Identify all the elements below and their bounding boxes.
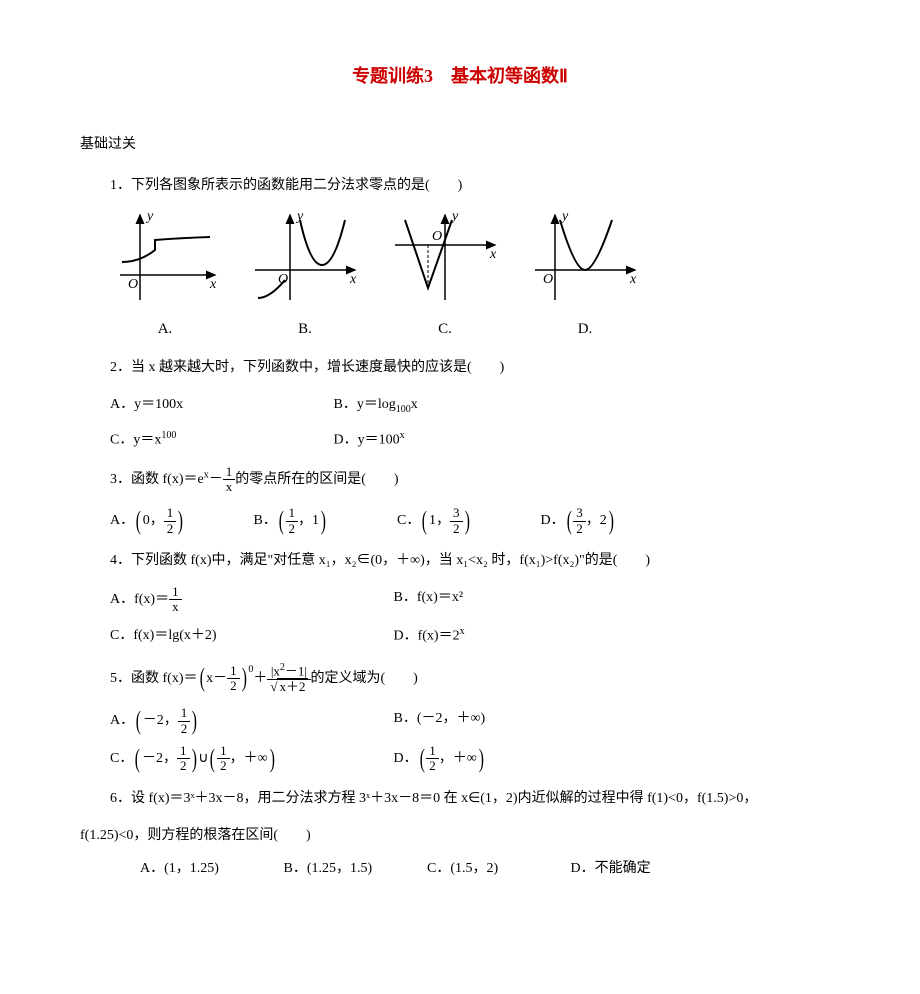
q2-opt-d: D．y＝100x bbox=[334, 427, 554, 453]
q5-opt-a: A．(－2，12) bbox=[110, 706, 390, 736]
q6-opt-a: A．(1，1.25) bbox=[140, 856, 280, 881]
q5-options-row2: C．(－2，12)∪(12，＋∞) D．(12，＋∞) bbox=[110, 744, 840, 774]
svg-text:x: x bbox=[209, 277, 217, 292]
q6-stem-2: f(1.25)<0，则方程的根落在区间( ) bbox=[80, 823, 840, 848]
q4-options-row1: A．f(x)＝1x B．f(x)＝x² bbox=[110, 585, 840, 615]
q4-options-row2: C．f(x)＝lg(x＋2) D．f(x)＝2x bbox=[110, 623, 840, 649]
graph-d-svg: x y O bbox=[530, 210, 640, 305]
q2-options-row1: A．y＝100x B．y＝log100x bbox=[110, 392, 840, 419]
graph-a-svg: x y O bbox=[110, 210, 220, 305]
q6-options: A．(1，1.25) B．(1.25，1.5) C．(1.5，2) D．不能确定 bbox=[140, 856, 840, 881]
graph-b-svg: x y O bbox=[250, 210, 360, 305]
svg-text:O: O bbox=[128, 277, 138, 292]
svg-text:y: y bbox=[145, 210, 154, 224]
graph-a-label: A. bbox=[110, 316, 220, 343]
q2-options-row2: C．y＝x100 D．y＝100x bbox=[110, 427, 840, 453]
q5-opt-d: D．(12，＋∞) bbox=[394, 744, 614, 774]
q5-opt-c: C．(－2，12)∪(12，＋∞) bbox=[110, 744, 390, 774]
section-header: 基础过关 bbox=[80, 132, 840, 157]
svg-text:x: x bbox=[629, 272, 637, 287]
svg-text:O: O bbox=[543, 272, 553, 287]
q1-stem: 1．下列各图象所表示的函数能用二分法求零点的是( ) bbox=[110, 173, 840, 198]
q4-opt-c: C．f(x)＝lg(x＋2) bbox=[110, 623, 390, 648]
graph-a: x y O A. bbox=[110, 210, 220, 343]
q4-opt-b: B．f(x)＝x² bbox=[394, 585, 614, 610]
graph-c: x y O C. bbox=[390, 210, 500, 343]
graph-d-label: D. bbox=[530, 316, 640, 343]
q2-opt-c: C．y＝x100 bbox=[110, 427, 330, 453]
q3-opt-d: D．(32，2) bbox=[541, 506, 681, 536]
q5-stem: 5．函数 f(x)＝(x－12)0＋|x2－1|√x＋2的定义域为( ) bbox=[110, 661, 840, 695]
q3-opt-b: B．(12，1) bbox=[254, 506, 394, 536]
q6-opt-c: C．(1.5，2) bbox=[427, 856, 567, 881]
q4-opt-d: D．f(x)＝2x bbox=[394, 623, 614, 649]
graph-b: x y O B. bbox=[250, 210, 360, 343]
page-title: 专题训练3 基本初等函数Ⅱ bbox=[80, 60, 840, 92]
q5-options-row1: A．(－2，12) B．(－2，＋∞) bbox=[110, 706, 840, 736]
q5-opt-b: B．(－2，＋∞) bbox=[394, 706, 614, 731]
q3-stem: 3．函数 f(x)＝ex－1x的零点所在的区间是( ) bbox=[110, 465, 840, 495]
q6-opt-b: B．(1.25，1.5) bbox=[284, 856, 424, 881]
svg-text:x: x bbox=[489, 247, 497, 262]
q2-stem: 2．当 x 越来越大时，下列函数中，增长速度最快的应该是( ) bbox=[110, 355, 840, 380]
q1-graphs: x y O A. x y O B. x y O C. bbox=[110, 210, 840, 343]
graph-c-svg: x y O bbox=[390, 210, 500, 305]
svg-text:x: x bbox=[349, 272, 357, 287]
q4-stem: 4．下列函数 f(x)中，满足"对任意 x₁，x₂∈(0，＋∞)，当 x₁<x₂… bbox=[110, 548, 840, 573]
graph-d: x y O D. bbox=[530, 210, 640, 343]
q2-opt-b: B．y＝log100x bbox=[334, 392, 554, 419]
q2-opt-a: A．y＝100x bbox=[110, 392, 330, 417]
graph-b-label: B. bbox=[250, 316, 360, 343]
graph-c-label: C. bbox=[390, 316, 500, 343]
q3-opt-c: C．(1，32) bbox=[397, 506, 537, 536]
q6-stem: 6．设 f(x)＝3ˣ＋3x－8，用二分法求方程 3ˣ＋3x－8＝0 在 x∈(… bbox=[110, 786, 840, 811]
q4-opt-a: A．f(x)＝1x bbox=[110, 585, 390, 615]
svg-text:O: O bbox=[432, 229, 442, 244]
q6-opt-d: D．不能确定 bbox=[571, 856, 711, 881]
q3-opt-a: A．(0，12) bbox=[110, 506, 250, 536]
q3-options: A．(0，12) B．(12，1) C．(1，32) D．(32，2) bbox=[110, 506, 840, 536]
